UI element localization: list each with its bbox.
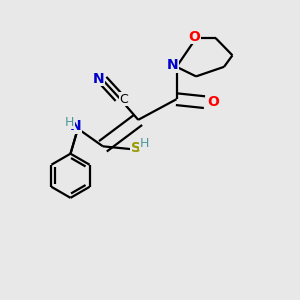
- Text: O: O: [207, 94, 219, 109]
- Text: S: S: [131, 141, 141, 155]
- Text: N: N: [167, 58, 179, 72]
- Text: N: N: [70, 119, 81, 133]
- Text: H: H: [140, 137, 149, 150]
- Text: N: N: [93, 72, 105, 86]
- Text: C: C: [119, 93, 128, 106]
- Text: O: O: [189, 30, 200, 44]
- Text: H: H: [65, 116, 74, 129]
